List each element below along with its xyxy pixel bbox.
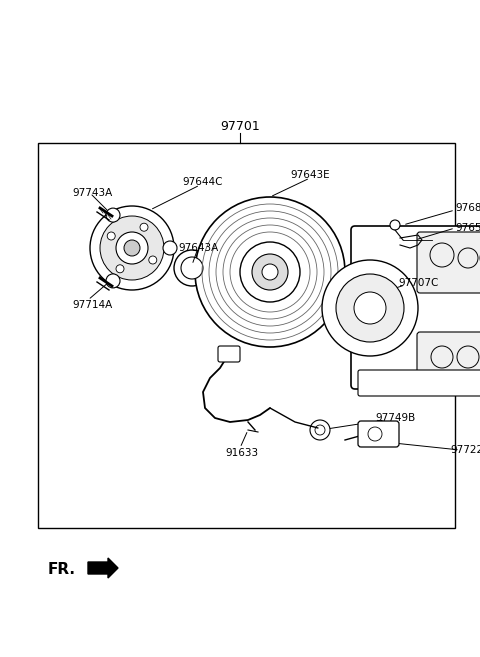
Circle shape [354,292,386,324]
Circle shape [116,265,124,273]
FancyBboxPatch shape [417,232,480,293]
Circle shape [310,420,330,440]
Text: 97743A: 97743A [72,188,112,198]
Circle shape [322,260,418,356]
Circle shape [106,274,120,288]
Circle shape [252,254,288,290]
Circle shape [140,223,148,231]
Text: 97707C: 97707C [398,278,438,288]
Circle shape [149,256,157,264]
Circle shape [338,288,366,316]
Circle shape [116,232,148,264]
FancyBboxPatch shape [417,332,480,383]
Circle shape [106,208,120,222]
Text: 97701: 97701 [220,120,260,133]
Circle shape [390,220,400,230]
Circle shape [195,197,345,347]
FancyBboxPatch shape [358,421,399,447]
FancyBboxPatch shape [218,346,240,362]
Circle shape [100,216,164,280]
FancyBboxPatch shape [351,226,480,389]
FancyBboxPatch shape [358,370,480,396]
Bar [38,143,455,528]
Text: 97643E: 97643E [290,170,330,180]
Text: 97749B: 97749B [375,413,415,423]
Circle shape [90,206,174,290]
Text: 97680C: 97680C [455,203,480,213]
Circle shape [163,241,177,255]
Text: FR.: FR. [48,562,76,578]
Circle shape [124,240,140,256]
Text: 97714A: 97714A [72,300,112,310]
Circle shape [345,295,359,309]
Text: 97652B: 97652B [455,223,480,233]
Text: 91633: 91633 [225,448,258,458]
Circle shape [240,242,300,302]
Circle shape [107,232,115,240]
Polygon shape [88,558,118,578]
Text: 97722C: 97722C [450,445,480,455]
Circle shape [262,264,278,280]
Text: 97644C: 97644C [182,177,223,187]
Circle shape [181,257,203,279]
Circle shape [174,250,210,286]
Text: 97643A: 97643A [178,243,218,253]
Circle shape [336,274,404,342]
